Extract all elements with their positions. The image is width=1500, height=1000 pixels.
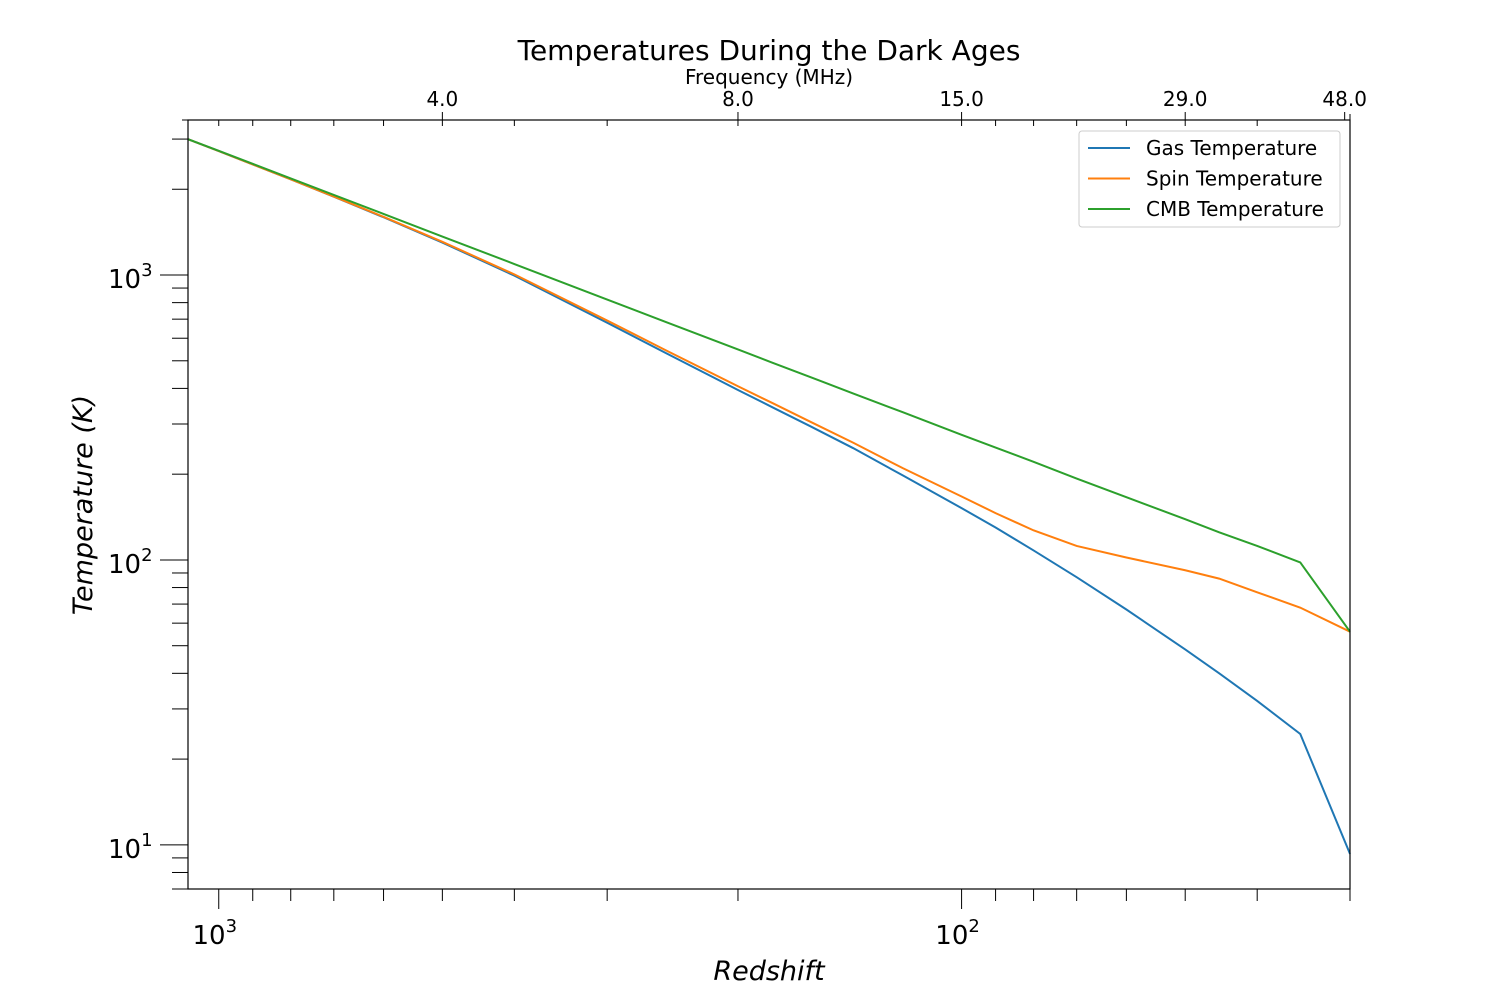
top-tick-label: 29.0 xyxy=(1163,87,1208,111)
legend: Gas Temperature Spin Temperature CMB Tempe… xyxy=(1078,130,1341,228)
top-tick-label: 15.0 xyxy=(939,87,984,111)
top-tick-label: 48.0 xyxy=(1322,87,1367,111)
y-tick-label: 101 xyxy=(108,830,153,865)
x-axis-label: Redshift xyxy=(713,956,826,987)
top-axis-label: Frequency (MHz) xyxy=(685,65,853,89)
series-line-cmb-temperature xyxy=(187,138,1351,633)
legend-box xyxy=(1078,130,1341,228)
x-tick-label: 102 xyxy=(935,916,980,951)
top-tick-label: 8.0 xyxy=(722,87,754,111)
legend-label: CMB Temperature xyxy=(1146,197,1324,221)
legend-label: Spin Temperature xyxy=(1146,167,1323,191)
y-tick-label: 102 xyxy=(108,545,153,580)
series-line-spin-temperature xyxy=(187,138,1351,633)
x-tick-label: 103 xyxy=(192,916,237,951)
y-axis-label: Temperature (K) xyxy=(68,395,99,615)
plot-frame xyxy=(187,119,1351,890)
chart-title: Temperatures During the Dark Ages xyxy=(517,34,1021,67)
legend-label: Gas Temperature xyxy=(1146,136,1317,160)
y-tick-label: 103 xyxy=(108,260,153,295)
plot-area xyxy=(187,138,1351,855)
axis-ticks: 103 102 103 102 101 4.0 8.0 15.0 29.0 48.0 xyxy=(108,87,1367,951)
series-line-gas-temperature xyxy=(187,138,1351,855)
top-tick-label: 4.0 xyxy=(426,87,458,111)
